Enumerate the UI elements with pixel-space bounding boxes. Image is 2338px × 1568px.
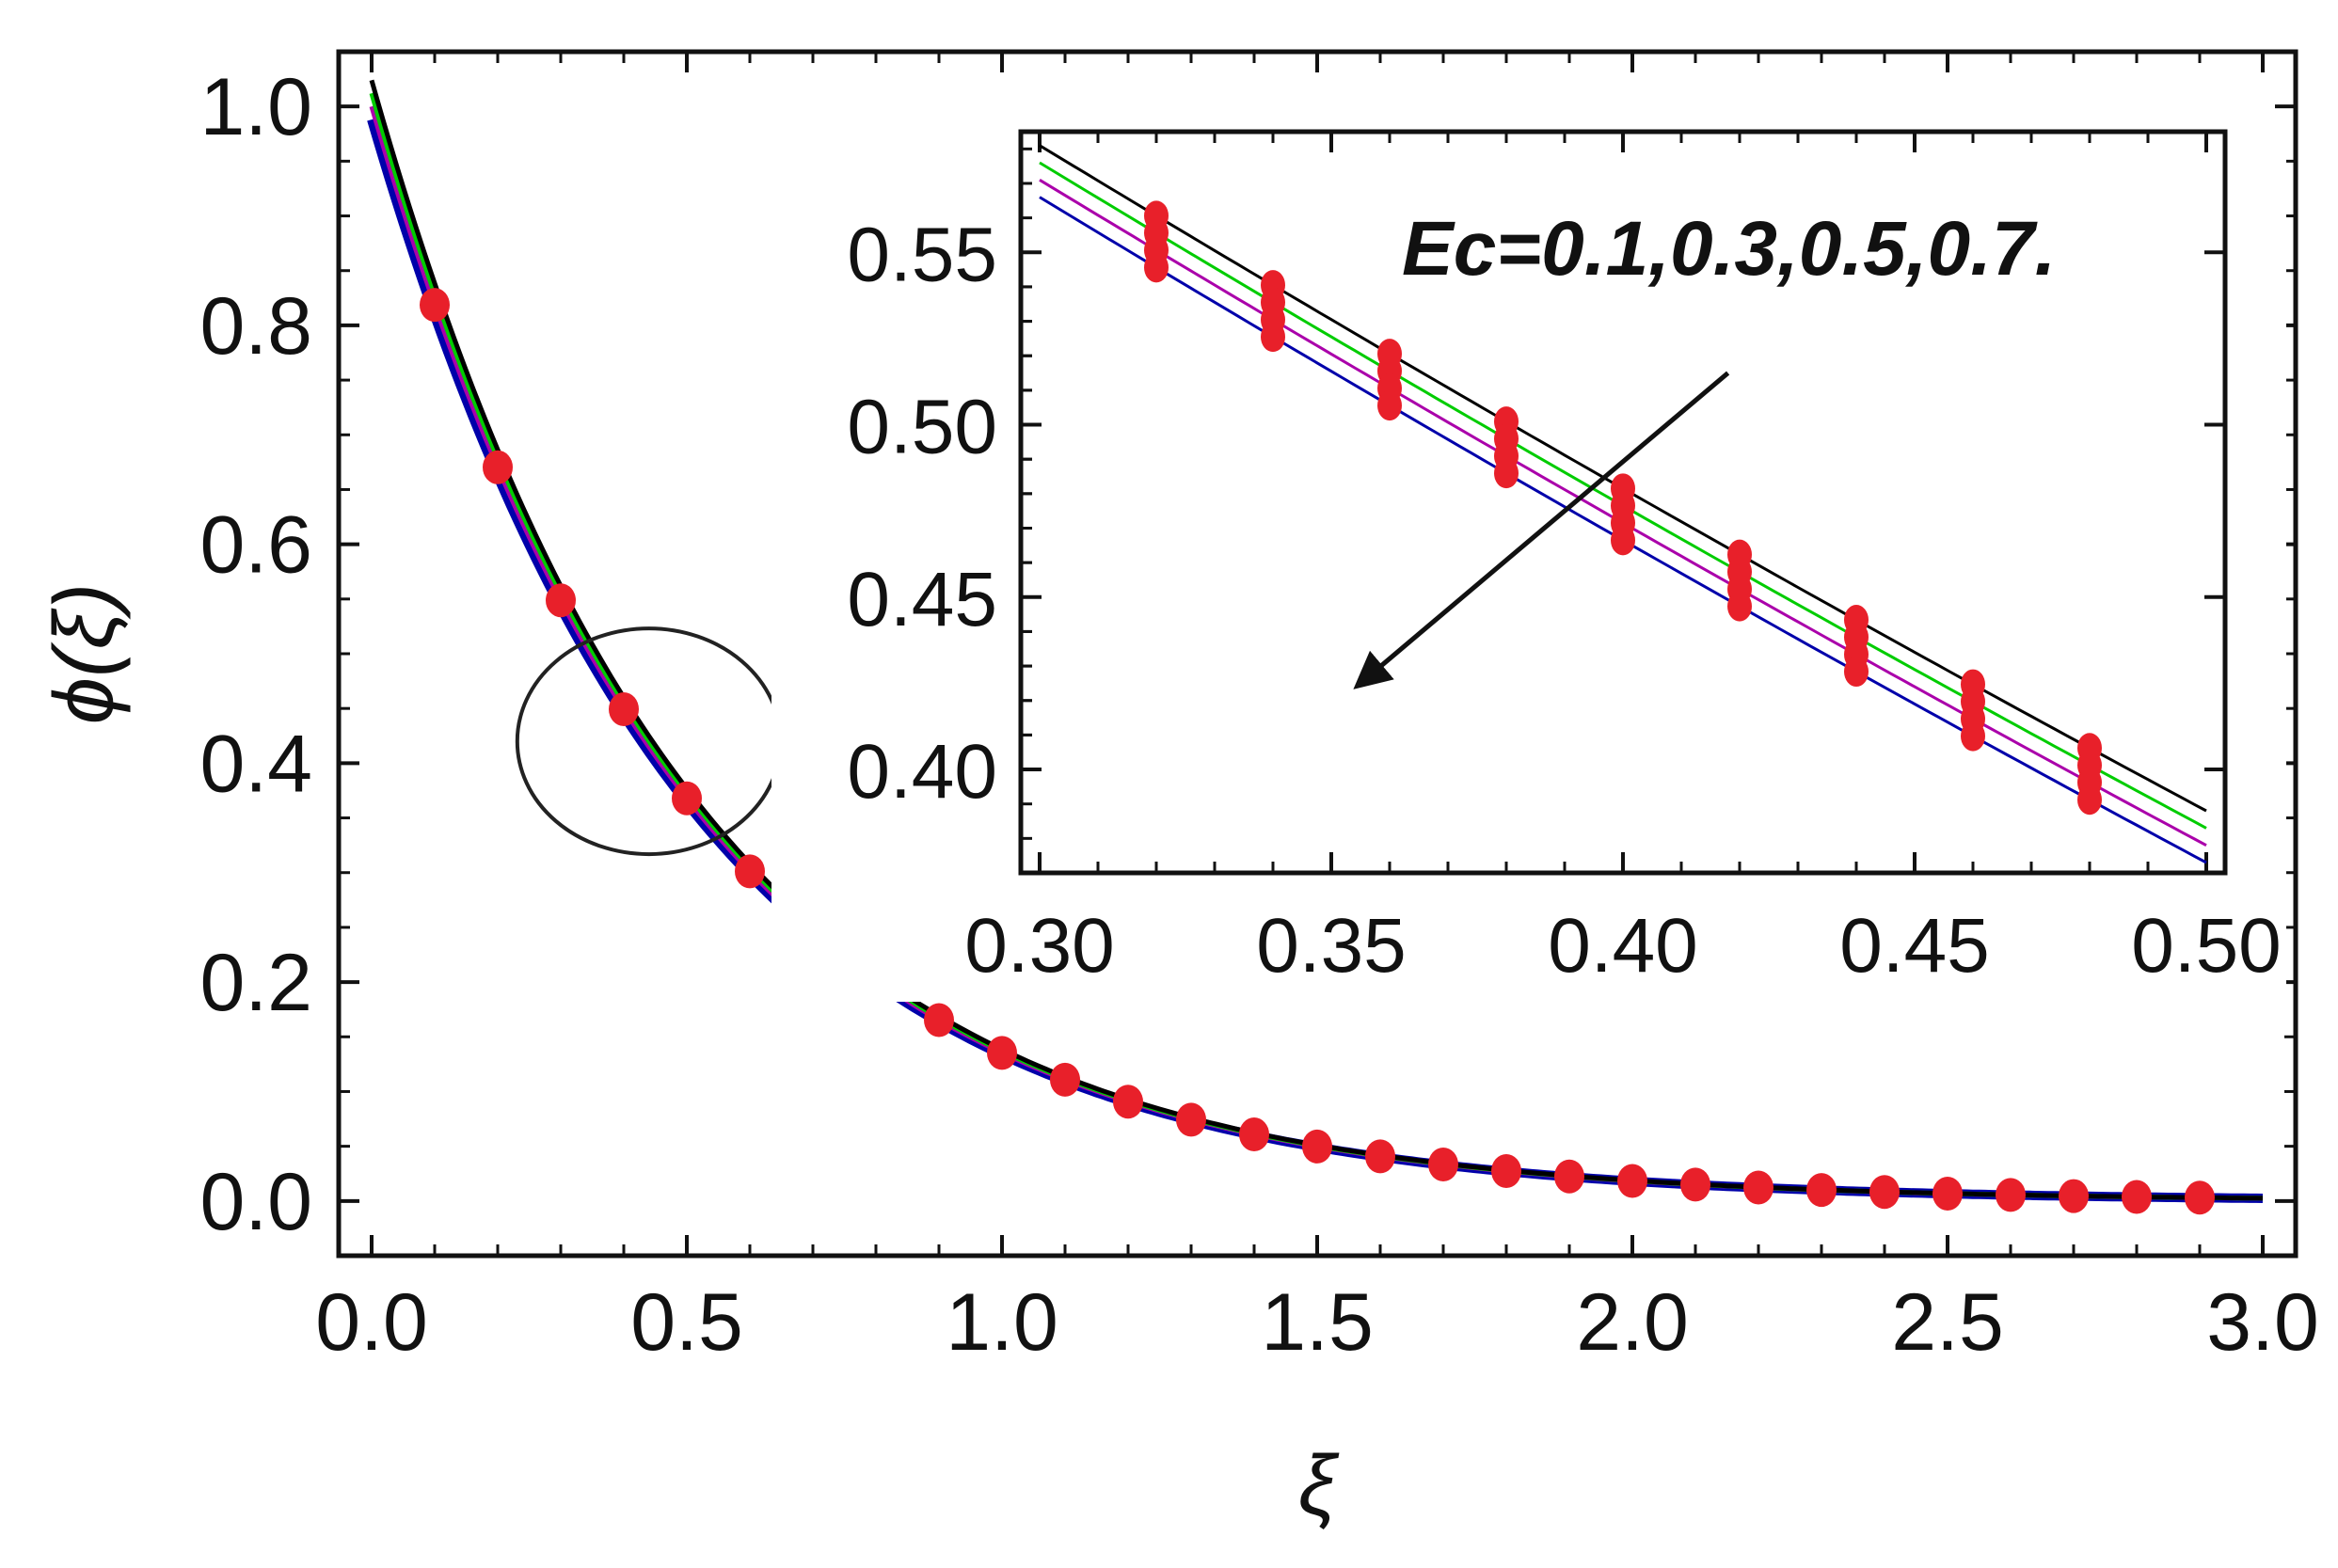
inset-y-tick-label: 0.50: [847, 385, 997, 470]
main-data-marker: [1869, 1175, 1900, 1210]
main-y-tick-label: 0.4: [199, 719, 312, 809]
main-data-marker: [1050, 1062, 1080, 1097]
main-plot: 0.0 0.5 1.0 1.5 2.0 2.5 3.0 0.0 0.2 0.4 0.6 0.8 1.0…: [38, 49, 2319, 1533]
inset-y-tick-label: 0.45: [847, 557, 997, 642]
inset-x-tick-label: 0.40: [1548, 903, 1698, 989]
main-y-tick-label: 0.2: [199, 938, 312, 1028]
increasing-ec-arrow: [1353, 371, 1730, 689]
main-data-marker: [546, 583, 576, 618]
ec-values-annotation: Ec=0.1,0.3,0.5,0.7.: [1402, 206, 2056, 292]
main-data-marker: [987, 1036, 1017, 1070]
inset-plot: 0.30 0.35 0.40 0.45 0.50 0.40 0.45 0.50 0.55 Ec…: [771, 113, 2286, 1002]
main-data-marker: [2122, 1180, 2152, 1214]
main-x-tick-label: 0.0: [315, 1277, 428, 1368]
inset-data-marker: [1377, 390, 1402, 421]
inset-data-marker: [1844, 657, 1869, 688]
main-data-marker: [1743, 1170, 1773, 1205]
main-data-marker: [1617, 1164, 1647, 1198]
main-data-marker: [1932, 1176, 1963, 1211]
main-data-marker: [1491, 1154, 1521, 1189]
inset-x-tick-label: 0.45: [1839, 903, 1990, 989]
inset-background: [771, 113, 2286, 1002]
main-x-ticks: 0.0 0.5 1.0 1.5 2.0 2.5 3.0: [315, 52, 2319, 1368]
main-x-tick-label: 1.5: [1261, 1277, 1374, 1368]
main-data-marker: [609, 691, 639, 726]
main-data-marker: [1113, 1085, 1143, 1119]
main-y-tick-label: 1.0: [199, 62, 312, 152]
main-data-marker: [735, 854, 765, 889]
inset-data-markers: [1144, 200, 2102, 816]
main-data-marker: [1996, 1178, 2026, 1212]
main-data-marker: [1239, 1117, 1269, 1152]
main-data-marker: [1554, 1159, 1584, 1194]
inset-y-ticks: 0.40 0.45 0.50 0.55: [847, 147, 2225, 875]
main-data-marker: [1365, 1139, 1395, 1174]
y-axis-title: ϕ(ξ): [38, 583, 132, 724]
inset-data-marker: [1727, 591, 1752, 622]
main-y-tick-label: 0.0: [199, 1157, 312, 1247]
main-data-marker: [1302, 1129, 1332, 1164]
x-axis-title: ξ: [1298, 1439, 1340, 1533]
main-data-marker: [483, 450, 513, 484]
inset-y-tick-label: 0.55: [847, 212, 997, 297]
main-x-tick-label: 2.0: [1576, 1277, 1689, 1368]
inset-x-tick-label: 0.35: [1256, 903, 1407, 989]
main-data-marker: [1428, 1147, 1458, 1181]
main-y-tick-label: 0.8: [199, 281, 312, 372]
inset-x-tick-label: 0.50: [2131, 903, 2282, 989]
inset-x-tick-label: 0.30: [964, 903, 1115, 989]
inset-data-marker: [1961, 721, 1985, 752]
main-data-marker: [1176, 1102, 1206, 1137]
main-data-marker: [1680, 1167, 1710, 1202]
main-y-tick-label: 0.6: [199, 500, 312, 591]
inset-data-marker: [1144, 252, 1169, 283]
main-data-marker: [2185, 1180, 2215, 1215]
inset-data-marker: [1261, 322, 1285, 353]
main-data-marker: [924, 1003, 954, 1037]
inset-data-marker: [1494, 458, 1519, 489]
main-x-tick-label: 2.5: [1891, 1277, 2004, 1368]
main-data-marker: [672, 781, 702, 816]
main-y-ticks: 0.0 0.2 0.4 0.6 0.8 1.0: [199, 62, 2296, 1247]
main-x-tick-label: 3.0: [2206, 1277, 2319, 1368]
main-x-tick-label: 1.0: [946, 1277, 1058, 1368]
main-x-tick-label: 0.5: [630, 1277, 743, 1368]
inset-data-marker: [2077, 784, 2102, 816]
inset-data-marker: [1611, 525, 1635, 556]
main-data-marker: [1806, 1173, 1837, 1208]
inset-x-ticks: 0.30 0.35 0.40 0.45 0.50: [964, 132, 2282, 989]
main-data-marker: [2059, 1179, 2089, 1213]
inset-y-tick-label: 0.40: [847, 729, 997, 815]
main-data-marker: [420, 288, 450, 323]
